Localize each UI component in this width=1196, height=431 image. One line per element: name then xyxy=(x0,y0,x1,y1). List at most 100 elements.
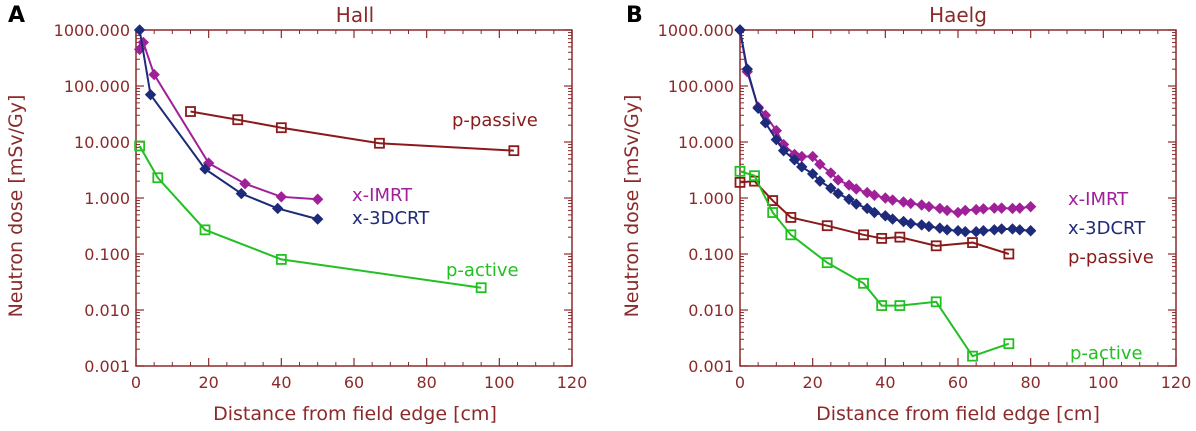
y-tick-label: 1000.000 xyxy=(658,21,734,40)
x-tick-label: 120 xyxy=(1161,373,1192,392)
y-tick-label: 0.001 xyxy=(688,357,734,376)
x-3DCRT-point xyxy=(850,198,862,210)
p-passive-point xyxy=(858,229,869,241)
x-3DCRT-point xyxy=(886,213,899,225)
p-passive-label: p-passive xyxy=(1068,247,1154,268)
x-3DCRT-point xyxy=(796,161,808,173)
x-3DCRT-point xyxy=(825,182,837,194)
x-3DCRT-point xyxy=(1024,225,1037,237)
p-active-label: p-active xyxy=(446,260,519,281)
x-tick-label: 20 xyxy=(198,373,218,392)
p-passive-point xyxy=(734,176,746,188)
x-3DCRT-point xyxy=(1014,224,1026,236)
p-passive-point xyxy=(374,137,385,149)
x-IMRT-label: x-IMRT xyxy=(352,185,413,206)
p-active-point xyxy=(930,296,942,308)
x-IMRT-point xyxy=(868,189,881,201)
p-active-point xyxy=(134,140,146,152)
p-passive-point xyxy=(232,114,244,126)
panel-a-letter: A xyxy=(8,3,25,28)
x-IMRT-point xyxy=(239,177,251,190)
y-tick-label: 1000.000 xyxy=(54,21,130,40)
x-IMRT-point xyxy=(923,200,935,213)
x-IMRT-point xyxy=(843,179,855,191)
x-3DCRT-point xyxy=(271,202,284,215)
p-active-point xyxy=(749,170,760,182)
p-active-point xyxy=(876,300,888,311)
x-3DCRT-point xyxy=(311,213,324,225)
p-active-point xyxy=(1003,338,1015,350)
p-passive-point xyxy=(894,231,906,243)
x-3DCRT-point xyxy=(752,102,764,114)
p-passive-point xyxy=(1003,248,1015,260)
x-IMRT-label: x-IMRT xyxy=(1068,189,1129,210)
y-tick-label: 10.000 xyxy=(74,133,130,152)
p-passive-point xyxy=(785,212,797,223)
p-passive-point xyxy=(876,232,888,244)
panel-b-letter: B xyxy=(626,3,643,28)
y-tick-label: 0.010 xyxy=(688,301,734,320)
panel-a-plot-area: 0 20 40 60 80 100 120 0.001 0.010 0.100 1.000 10.00… xyxy=(54,21,588,392)
x-tick-label: 100 xyxy=(1088,373,1119,392)
x-3DCRT-point xyxy=(905,217,917,230)
x-3DCRT-point xyxy=(861,202,873,215)
x-tick-label: 100 xyxy=(484,373,515,392)
x-3DCRT-point xyxy=(915,219,928,231)
x-IMRT-point xyxy=(148,68,160,81)
p-active-point xyxy=(785,229,797,241)
x-3DCRT-point xyxy=(144,88,157,101)
x-tick-label: 60 xyxy=(948,373,968,392)
p-active-line xyxy=(138,145,482,289)
x-3DCRT-point xyxy=(788,154,801,166)
x-tick-label: 0 xyxy=(735,373,745,392)
x-3DCRT-point xyxy=(843,193,855,205)
x-3DCRT-point xyxy=(777,144,790,157)
x-IMRT-line xyxy=(138,39,318,201)
p-active-point xyxy=(475,282,487,294)
x-3DCRT-point xyxy=(741,63,753,75)
y-tick-label: 100.000 xyxy=(64,77,130,96)
p-passive-point xyxy=(967,237,978,248)
y-tick-label: 0.100 xyxy=(84,245,130,264)
p-passive-point xyxy=(930,240,942,252)
x-3DCRT-point xyxy=(806,168,819,180)
x-IMRT-point xyxy=(905,197,917,210)
p-passive-point xyxy=(508,145,520,157)
x-3DCRT-point xyxy=(734,24,746,36)
x-IMRT-point xyxy=(814,158,826,170)
panel-b-xlabel: Distance from field edge [cm] xyxy=(816,403,1100,425)
x-3DCRT-point xyxy=(923,220,935,233)
x-IMRT-point xyxy=(850,183,862,195)
p-active-point xyxy=(767,207,779,218)
x-IMRT-point xyxy=(977,203,990,215)
x-3DCRT-point xyxy=(1006,223,1019,235)
x-IMRT-point xyxy=(311,193,324,205)
x-3DCRT-point xyxy=(995,223,1008,235)
x-3DCRT-point xyxy=(959,226,971,238)
x-tick-label: 20 xyxy=(802,373,822,392)
x-IMRT-point xyxy=(995,202,1008,214)
x-3DCRT-point xyxy=(977,225,990,237)
x-IMRT-point xyxy=(941,204,953,217)
x-3DCRT-line xyxy=(138,29,318,221)
p-active-label: p-active xyxy=(1070,343,1143,364)
x-tick-label: 40 xyxy=(875,373,895,392)
x-IMRT-line xyxy=(739,29,1031,214)
y-tick-label: 100.000 xyxy=(668,77,734,96)
panel-a-ylabel: Neutron dose [mSv/Gy] xyxy=(5,95,27,318)
x-tick-label: 40 xyxy=(271,373,291,392)
x-IMRT-point xyxy=(832,174,844,186)
x-3DCRT-point xyxy=(952,225,964,237)
panel-a-xlabel: Distance from field edge [cm] xyxy=(213,403,497,425)
x-tick-label: 0 xyxy=(131,373,141,392)
x-IMRT-point xyxy=(275,191,288,203)
x-3DCRT-point xyxy=(133,24,146,36)
p-active-point xyxy=(199,224,211,236)
panel-a-title: Hall xyxy=(336,3,374,27)
p-passive-point xyxy=(821,220,833,232)
p-passive-line xyxy=(739,180,1010,255)
p-passive-label: p-passive xyxy=(452,110,538,131)
panel-b-title: Haelg xyxy=(929,3,987,27)
p-active-point xyxy=(894,300,906,311)
